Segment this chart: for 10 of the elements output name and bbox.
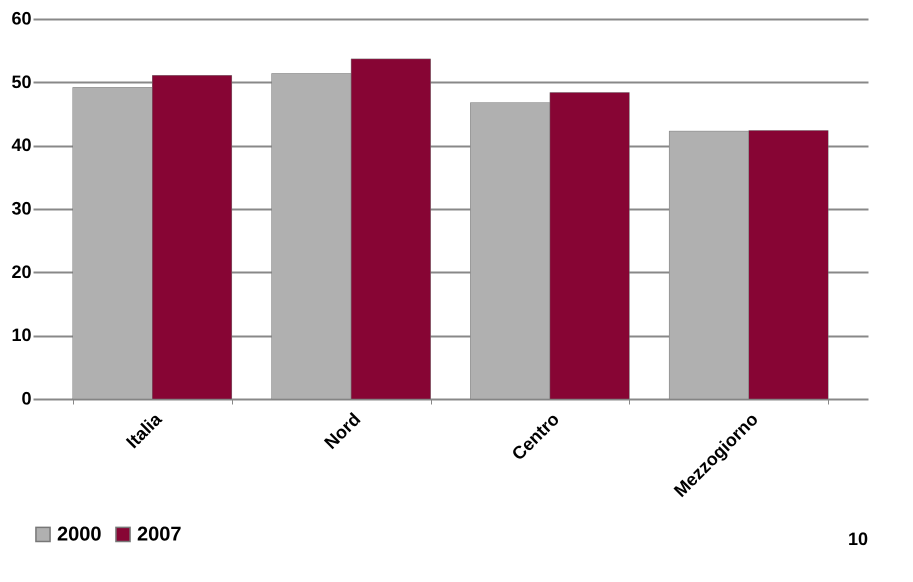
- y-tick-label: 10: [11, 325, 32, 346]
- y-tick-label: 40: [11, 135, 32, 156]
- y-tick-label: 60: [11, 8, 32, 28]
- y-tick-label: 20: [11, 262, 32, 282]
- text: 10: [848, 529, 868, 549]
- y-tick-label: 30: [11, 198, 32, 218]
- legend-label: 2000: [57, 523, 102, 546]
- y-tick-label: 50: [11, 72, 32, 92]
- y-tick-label: 0: [21, 388, 32, 408]
- legend-label: 2007: [137, 523, 182, 546]
